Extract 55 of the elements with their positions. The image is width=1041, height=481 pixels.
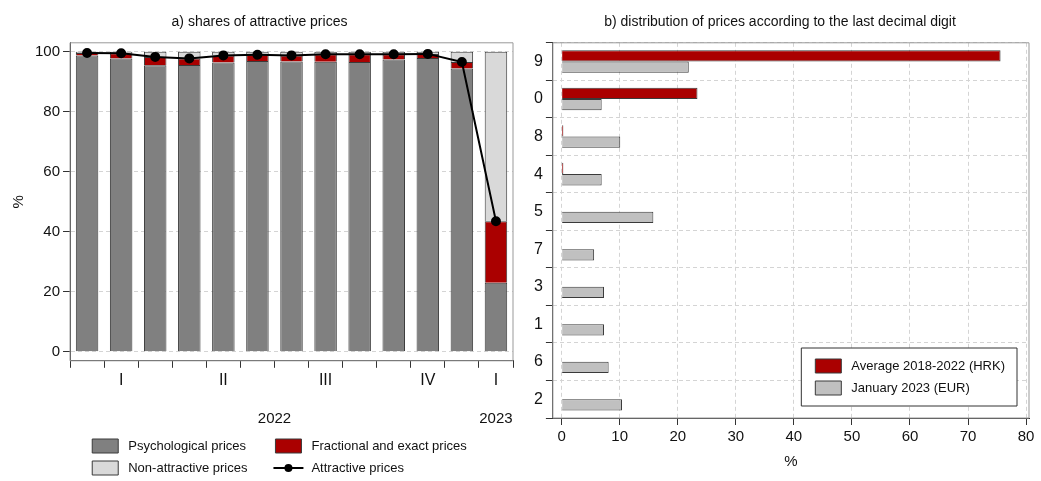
y-tick-label: 1	[533, 314, 543, 332]
y-tick-label: 40	[43, 221, 61, 239]
y-tick-label: 20	[43, 281, 61, 299]
point	[320, 49, 331, 60]
x-tick-label: IV	[420, 370, 436, 388]
legend-label: Psychological prices	[128, 437, 247, 453]
chart-title: b) distribution of prices according to the last decimal digit	[604, 13, 956, 30]
point	[82, 48, 93, 58]
y-tick-label: 3	[533, 277, 543, 295]
point	[422, 48, 433, 59]
point	[218, 50, 229, 61]
point	[354, 49, 365, 60]
point	[456, 57, 467, 67]
legend-label: Average 2018-2022 (HRK)	[851, 357, 1005, 373]
y-tick-label: 100	[35, 41, 61, 59]
y-tick-label: 7	[533, 239, 543, 257]
x-tick-label: II	[218, 370, 228, 388]
y-tick-label: 9	[533, 51, 543, 69]
text: 2023	[479, 408, 513, 426]
x-tick-label: 40	[785, 427, 803, 445]
x-tick-label: 80	[1017, 427, 1035, 445]
legend-label: Attractive prices	[311, 459, 405, 475]
text: 2022	[257, 408, 292, 426]
x-tick-label: 20	[669, 427, 687, 445]
x-tick-label: 30	[727, 427, 745, 445]
x-tick-label: III	[318, 370, 333, 388]
y-tick-label: 2	[533, 389, 543, 407]
y-axis-title: %	[9, 195, 27, 209]
y-tick-label: 0	[533, 89, 543, 107]
x-axis-title: %	[784, 452, 798, 470]
point	[490, 216, 501, 227]
y-tick-label: 4	[533, 164, 543, 182]
legend-label: Fractional and exact prices	[311, 437, 468, 453]
y-tick-label: 6	[533, 352, 543, 370]
point	[252, 49, 263, 60]
y-tick-label: 5	[533, 202, 543, 220]
x-tick-label: 10	[611, 427, 629, 445]
y-tick-label: 0	[51, 341, 61, 359]
point	[184, 53, 195, 64]
chart-title: a) shares of attractive prices	[171, 13, 348, 30]
y-tick-label: 80	[43, 101, 61, 119]
x-tick-label: I	[493, 370, 499, 388]
y-tick-label: 8	[533, 127, 543, 145]
legend-label: Non-attractive prices	[128, 459, 248, 475]
y-tick-label: 60	[43, 161, 61, 179]
x-tick-label: 0	[557, 427, 566, 445]
x-tick-label: I	[118, 370, 124, 388]
x-tick-label: 70	[959, 427, 977, 445]
point	[286, 50, 297, 61]
point	[150, 51, 161, 62]
legend-label: January 2023 (EUR)	[851, 379, 970, 395]
point	[116, 48, 127, 59]
x-tick-label: 50	[843, 427, 861, 445]
point	[388, 49, 399, 60]
x-tick-label: 60	[901, 427, 919, 445]
